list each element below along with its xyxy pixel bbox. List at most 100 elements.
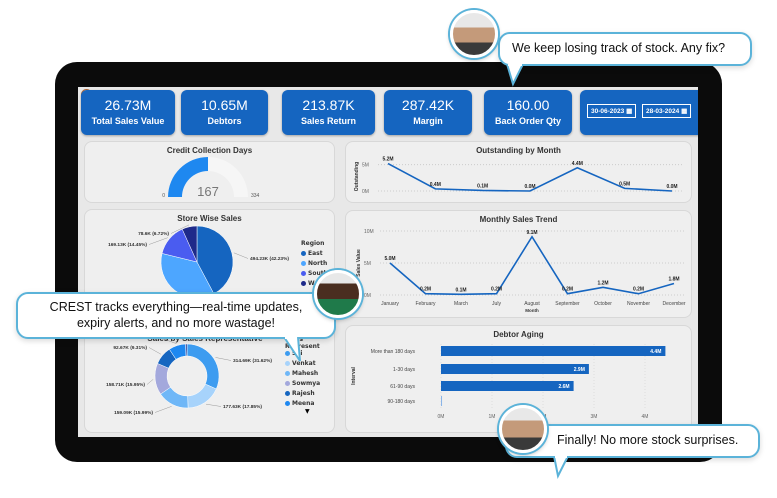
legend-item[interactable]: Meena	[285, 398, 334, 408]
legend-swatch	[301, 260, 306, 266]
leader-line	[148, 347, 162, 355]
legend-item[interactable]: Rajesh	[285, 388, 334, 398]
x-tick-label: 3M	[591, 414, 598, 420]
legend-item[interactable]: Venkat	[285, 358, 334, 368]
gauge-max: 334	[251, 193, 260, 199]
pie-charts: 494.23K (42.23%) 169.13K (14.45%) 78.6K (6…	[106, 224, 289, 416]
legend-swatch	[285, 360, 290, 366]
data-label: 0.5M	[619, 181, 630, 187]
legend-item[interactable]: Mahesh	[285, 368, 334, 378]
bar-label: 2.9M	[574, 367, 585, 373]
x-tick-label: March	[454, 301, 468, 307]
data-label: 5.2M	[382, 157, 393, 163]
legend-swatch	[285, 380, 290, 386]
data-label: 0.2M	[633, 287, 644, 293]
slice	[186, 343, 220, 390]
legend-swatch	[285, 350, 290, 356]
y-axis-label: Interval	[351, 367, 357, 385]
slice	[187, 383, 217, 409]
debtor-aging-panel: Debtor Aging 0M1M2M3M4MIntervalMore than…	[345, 325, 692, 433]
monthly-sales-line-chart: 0M 5M 10M Sales Value 5.0M 0.2M 0.1M 0.2M 9.1M 0.…	[356, 229, 686, 313]
kpi-value: 213.87K	[302, 97, 355, 113]
legend-label: East	[308, 249, 323, 257]
y-tick-label: 0M	[362, 189, 369, 195]
y-axis-label: Sales Value	[356, 249, 362, 277]
legend-item[interactable]: Sowmya	[285, 378, 334, 388]
kpi-debtors: 10.65M Debtors	[181, 90, 268, 135]
gauge-chart: 167 0 334	[162, 157, 260, 199]
bubble-text: We keep losing track of stock. Any fix?	[512, 41, 726, 55]
kpi-label: Margin	[413, 116, 443, 126]
avatar-man-beard	[499, 405, 547, 453]
data-line	[387, 162, 673, 192]
bar	[441, 381, 574, 391]
leader-line	[170, 224, 190, 234]
legend-label: Meena	[292, 399, 315, 407]
leader-line	[233, 252, 249, 259]
legend-label: Mahesh	[292, 369, 319, 377]
date-filter: 30-06-2023 ▦ 28-03-2024 ▦	[580, 90, 698, 135]
kpi-back-order: 160.00 Back Order Qty	[484, 90, 572, 135]
slice-label: 158.71K (15.95%)	[106, 382, 145, 388]
start-date-input[interactable]: 30-06-2023 ▦	[587, 104, 637, 118]
slice	[185, 343, 188, 357]
data-label: 0.4M	[430, 182, 441, 188]
kpi-label: Total Sales Value	[91, 116, 165, 126]
category-label: 1-30 days	[393, 367, 415, 373]
data-label: 0.1M	[477, 183, 488, 189]
end-date: 28-03-2024	[646, 108, 680, 115]
data-label: 4.4M	[572, 161, 583, 167]
x-tick-label: 1M	[489, 414, 496, 420]
leader-line	[154, 406, 172, 413]
panel-title: Outstanding by Month	[476, 146, 561, 155]
legend-label: Sowmya	[292, 379, 321, 387]
leader-line	[148, 237, 168, 245]
end-date-input[interactable]: 28-03-2024 ▦	[642, 104, 692, 118]
avatar-man-glasses	[450, 10, 498, 58]
bar	[441, 346, 666, 356]
bubble-text-line2: expiry alerts, and no more wastage!	[76, 316, 276, 330]
slice-label: 169.13K (14.45%)	[108, 242, 147, 248]
kpi-sales-return: 213.87K Sales Return	[282, 90, 375, 135]
legend-swatch	[285, 400, 290, 406]
legend-item[interactable]: North	[301, 258, 328, 268]
x-tick-label: November	[627, 301, 650, 307]
slice-label: 78.6K (6.72%)	[138, 231, 169, 237]
chat-bubble-bottom: Finally! No more stock surprises.	[505, 424, 760, 458]
bubble-text: Finally! No more stock surprises.	[557, 433, 739, 447]
kpi-label: Debtors	[207, 116, 242, 126]
monthly-sales-panel: Monthly Sales Trend 0M 5M 10M Sales Value 5.…	[345, 210, 692, 318]
legend-item[interactable]: East	[301, 248, 328, 258]
slice-label: 314.69K (31.62%)	[233, 358, 272, 364]
legend-scroll-down-icon[interactable]: ▼	[305, 408, 310, 415]
panel-title: Debtor Aging	[493, 330, 544, 339]
leader-line	[205, 403, 222, 407]
panel-title: Store Wise Sales	[177, 214, 242, 223]
outstanding-panel: Outstanding by Month 0M 5M Outstanding 5.2M…	[345, 141, 692, 203]
data-label: 1.2M	[597, 280, 608, 286]
data-label: 9.1M	[526, 230, 537, 236]
x-tick-label: August	[524, 301, 540, 307]
data-label: 0.0M	[666, 184, 677, 190]
chat-bubble-middle: CREST tracks everything—real-time update…	[16, 292, 336, 339]
legend-label: Venkat	[292, 359, 316, 367]
legend-swatch	[285, 390, 290, 396]
legend-item[interactable]: South	[301, 268, 328, 278]
bar-label: 4.4M	[650, 349, 661, 355]
slice-label: 177.63K (17.85%)	[223, 404, 262, 410]
data-label: 0.2M	[491, 287, 502, 293]
slice-label: 494.23K (42.23%)	[250, 256, 289, 262]
slice-label: 159.09K (15.99%)	[114, 410, 153, 416]
y-tick-label: 5M	[362, 163, 369, 169]
gauge-min: 0	[162, 193, 165, 199]
leader-line	[215, 357, 232, 361]
slice	[181, 225, 198, 263]
legend-swatch	[301, 250, 306, 256]
panel-title: Credit Collection Days	[166, 146, 253, 155]
bubble-tail	[553, 456, 569, 480]
kpi-value: 26.73M	[104, 97, 152, 113]
legend-label: North	[308, 259, 328, 267]
y-axis-label: Outstanding	[354, 162, 360, 191]
x-tick-label: 4M	[642, 414, 649, 420]
